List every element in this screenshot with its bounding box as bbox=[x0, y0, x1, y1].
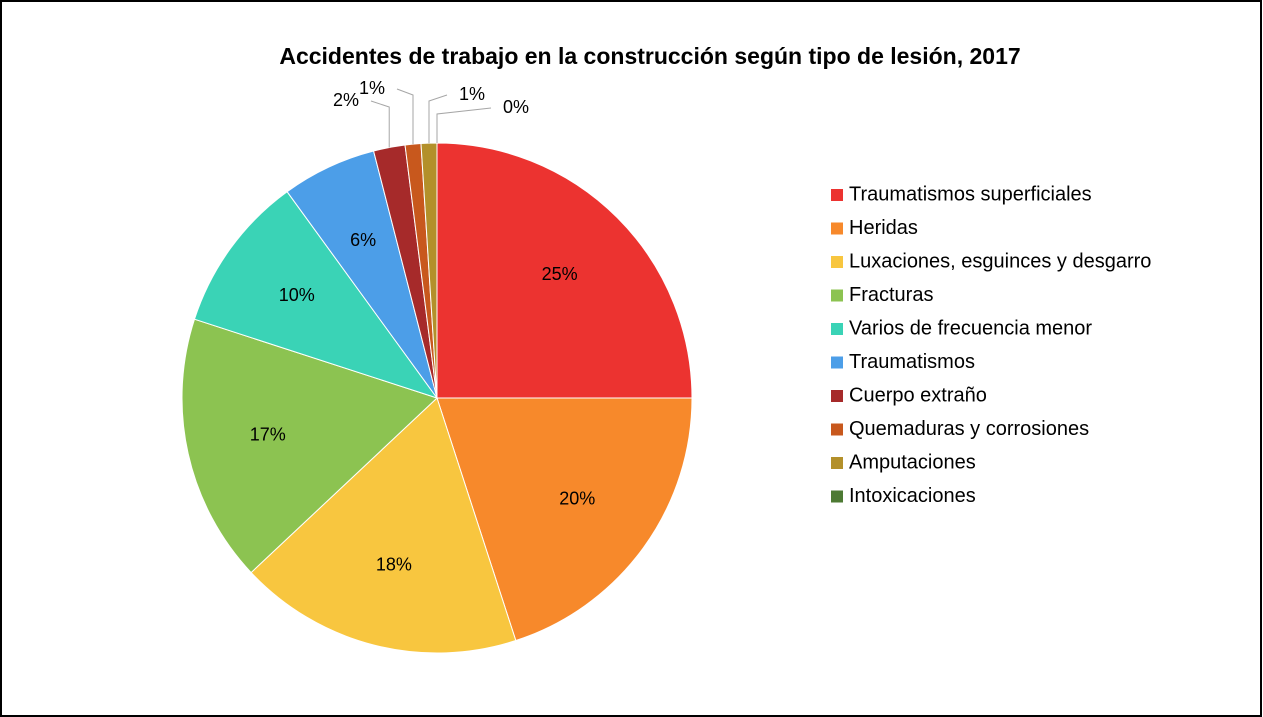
legend-swatch bbox=[831, 490, 843, 503]
data-label: 6% bbox=[350, 230, 376, 250]
legend-swatch bbox=[831, 457, 843, 469]
data-label: 2% bbox=[333, 90, 359, 110]
legend-label: Cuerpo extraño bbox=[849, 384, 987, 406]
pie-slice bbox=[193, 191, 439, 399]
legend-label: Amputaciones bbox=[849, 451, 976, 473]
data-label: 0% bbox=[503, 97, 529, 117]
legend-label: Varios de frecuencia menor bbox=[849, 317, 1092, 339]
pie-slice bbox=[436, 142, 693, 399]
legend-swatch bbox=[831, 356, 843, 369]
legend-swatch bbox=[831, 222, 843, 235]
legend-swatch bbox=[831, 323, 843, 335]
legend-swatch bbox=[831, 423, 843, 436]
pie-slice bbox=[181, 318, 438, 574]
legend-label: Luxaciones, esguinces y desgarro bbox=[849, 250, 1151, 272]
pie-slice bbox=[436, 397, 693, 642]
chart-title: Accidentes de trabajo en la construcción… bbox=[279, 43, 1020, 69]
leader-line bbox=[396, 88, 414, 145]
legend-swatch bbox=[831, 390, 843, 402]
legend-swatch bbox=[831, 289, 843, 302]
data-label: 18% bbox=[376, 555, 412, 575]
legend-label: Quemaduras y corrosiones bbox=[849, 418, 1089, 440]
leader-line bbox=[428, 94, 448, 144]
pie-slice bbox=[250, 397, 517, 654]
legend-label: Heridas bbox=[849, 217, 918, 239]
data-label: 20% bbox=[559, 489, 595, 509]
legend-swatch bbox=[831, 256, 843, 268]
leader-line bbox=[370, 100, 390, 148]
legend-label: Intoxicaciones bbox=[849, 485, 976, 507]
leader-line bbox=[436, 107, 492, 143]
data-label: 17% bbox=[250, 425, 286, 445]
legend-label: Traumatismos bbox=[849, 351, 975, 373]
data-label: 25% bbox=[542, 264, 578, 284]
legend-swatch bbox=[831, 189, 843, 201]
data-label: 1% bbox=[359, 78, 385, 98]
legend-label: Traumatismos superficiales bbox=[849, 183, 1092, 205]
data-label: 1% bbox=[459, 84, 485, 104]
legend-label: Fracturas bbox=[849, 284, 933, 306]
data-label: 10% bbox=[279, 285, 315, 305]
